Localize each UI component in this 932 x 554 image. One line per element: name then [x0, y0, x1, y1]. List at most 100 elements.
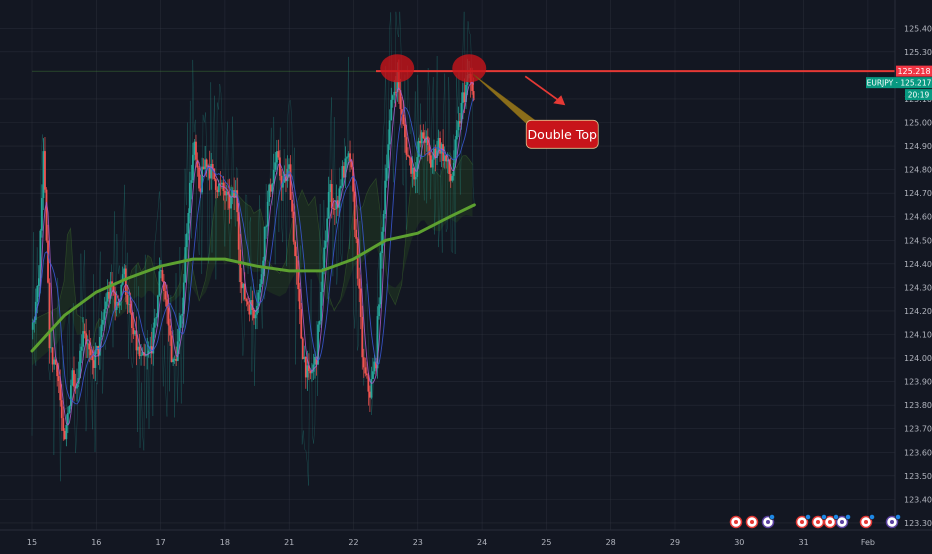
event-dot	[800, 520, 804, 524]
candle-body	[129, 303, 132, 313]
candle-body	[170, 335, 173, 363]
candle-body	[465, 84, 467, 103]
candle-body	[126, 294, 129, 305]
candle-body	[91, 355, 94, 361]
candle-body	[144, 355, 147, 357]
candle-body	[376, 316, 379, 369]
candle-body	[210, 163, 213, 179]
candle-body	[167, 308, 170, 326]
candle-body	[173, 359, 176, 360]
candle-body	[71, 370, 74, 386]
candle-body	[36, 285, 39, 302]
candle-body	[382, 214, 385, 232]
candle-body	[242, 283, 245, 289]
candle-body	[181, 313, 184, 316]
down-arrow-shaft	[524, 75, 562, 104]
double-top-marker[interactable]	[452, 54, 487, 83]
candle-body	[164, 291, 167, 300]
price-axis[interactable]: 125.400125.300125.100125.000124.900124.8…	[866, 24, 932, 528]
price-tick-label: 124.000	[904, 354, 932, 363]
candle-body	[48, 282, 51, 349]
candle-body	[172, 359, 175, 363]
bar-countdown-label: 20:19	[908, 91, 930, 100]
candle-body	[100, 324, 103, 337]
time-tick-label: 24	[477, 538, 487, 547]
candle-body	[54, 359, 57, 365]
candle-body	[402, 114, 405, 125]
event-dot	[766, 520, 770, 524]
candle-body	[335, 200, 338, 210]
candle-body	[413, 167, 416, 180]
candle-body	[260, 274, 263, 284]
ma-medium-line	[32, 98, 475, 405]
candle-body	[451, 175, 454, 181]
candle-body	[150, 346, 153, 354]
candle-body	[245, 299, 248, 302]
candle-body	[250, 300, 252, 315]
event-dot	[840, 520, 844, 524]
time-tick-label: 16	[91, 538, 101, 547]
candle-body	[89, 349, 92, 356]
candle-body	[462, 92, 464, 103]
candle-body	[103, 309, 106, 320]
candle-body	[134, 330, 136, 335]
candle-body	[277, 151, 280, 158]
bar-countdown-badge	[905, 89, 932, 101]
time-tick-label: 15	[27, 538, 37, 547]
candle-body	[317, 324, 319, 365]
candle-body	[448, 159, 451, 174]
price-tick-label: 125.000	[904, 118, 932, 127]
ma-long-line	[30, 203, 476, 353]
candle-body	[109, 281, 112, 299]
price-tick-label: 123.700	[904, 425, 932, 434]
annotations: Double Top	[32, 54, 895, 149]
candle-body	[225, 191, 228, 196]
time-tick-label: 30	[734, 538, 744, 547]
event-dot	[750, 520, 754, 524]
candle-body	[138, 346, 141, 356]
double-top-marker[interactable]	[380, 54, 415, 83]
candle-body	[190, 180, 193, 183]
candle-body	[300, 309, 303, 339]
price-tick-label: 124.600	[904, 213, 932, 222]
candle-body	[364, 367, 367, 374]
time-tick-label: 23	[413, 538, 423, 547]
candle-body	[184, 247, 187, 283]
candle-body	[37, 278, 40, 286]
event-dot	[890, 520, 894, 524]
candle-body	[352, 167, 355, 192]
candle-body	[147, 350, 150, 355]
candle-body	[329, 184, 332, 193]
candle-body	[243, 283, 246, 300]
candle-body	[123, 268, 126, 275]
candle-body	[231, 190, 234, 197]
price-tick-label: 124.300	[904, 283, 932, 292]
event-markers[interactable]	[729, 514, 901, 529]
candle-body	[239, 249, 242, 283]
candle-body	[163, 281, 165, 292]
current-price-label: 125.218	[897, 67, 930, 76]
double-top-callout[interactable]	[525, 119, 599, 149]
candle-body	[102, 319, 104, 325]
price-tick-label: 123.500	[904, 472, 932, 481]
candle-body	[359, 288, 362, 317]
candle-body	[309, 371, 312, 374]
candle-body	[408, 156, 411, 158]
candle-body	[422, 132, 425, 139]
ichimoku-cloud-fill	[32, 131, 473, 366]
candle-body	[332, 208, 335, 210]
candle-body	[80, 346, 83, 351]
candle-body	[445, 155, 448, 162]
candle-body	[274, 162, 277, 170]
candle-body	[356, 238, 359, 279]
candle-body	[320, 291, 322, 322]
candle-body	[214, 179, 217, 190]
candle-body	[390, 99, 393, 121]
candle-body	[303, 356, 306, 360]
time-axis[interactable]: 15 16 17 18 21 22 23 24 25 28 29 30 31 Feb	[27, 538, 875, 547]
candle-body	[312, 364, 315, 372]
candle-body	[117, 301, 120, 306]
candle-body	[73, 370, 75, 387]
